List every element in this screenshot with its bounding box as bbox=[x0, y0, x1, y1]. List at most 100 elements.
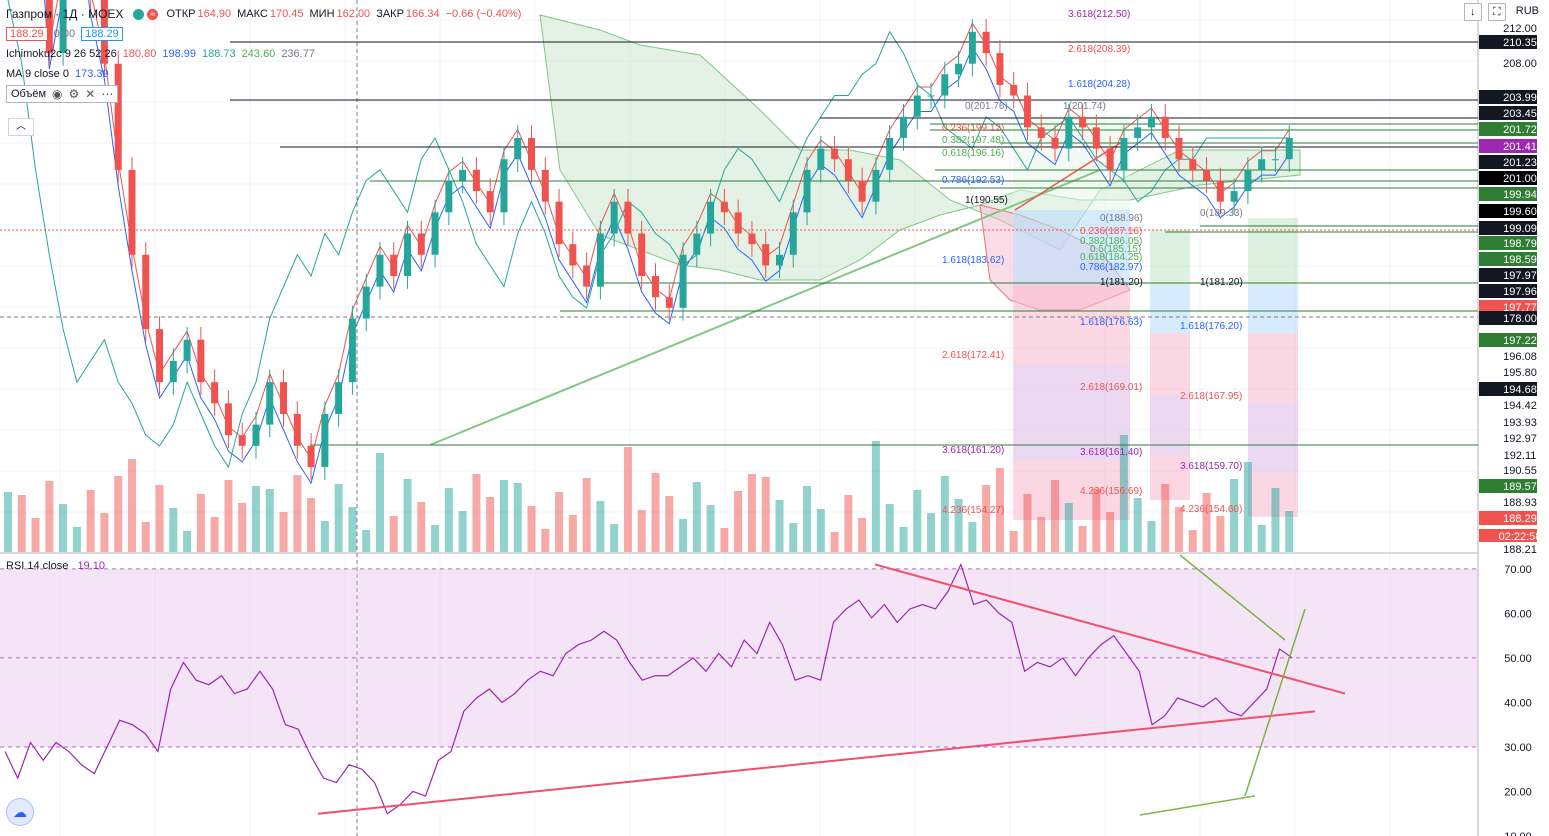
price-label-bg bbox=[1479, 311, 1537, 325]
fib-label: 2.618(167.95) bbox=[1180, 391, 1242, 402]
volume-bar bbox=[1078, 526, 1087, 552]
close-icon[interactable]: ✕ bbox=[85, 87, 96, 101]
candle-body bbox=[762, 244, 770, 266]
candle-body bbox=[1065, 116, 1073, 149]
rsi-axis[interactable]: 70.00 60.00 50.00 40.00 30.00 20.00 10.00 bbox=[1504, 564, 1532, 836]
price-label-bg bbox=[1479, 236, 1537, 250]
ask-price[interactable]: 188.29 bbox=[81, 27, 123, 41]
candle-body bbox=[376, 254, 384, 287]
fib-band bbox=[1013, 285, 1130, 365]
ma-value: 173.39 bbox=[74, 68, 109, 80]
candle-body bbox=[1023, 95, 1031, 128]
candle-body bbox=[224, 403, 232, 436]
tradingview-logo-icon[interactable]: ☁ bbox=[6, 798, 34, 826]
price-label-bg bbox=[1479, 529, 1537, 543]
price-axis[interactable]: 210.35 203.99 203.45 201.72 201.41 201.23 201.… bbox=[1479, 23, 1541, 556]
bid-price[interactable]: 188.29 bbox=[6, 27, 48, 41]
volume-bar bbox=[224, 480, 233, 552]
volume-bar bbox=[803, 486, 812, 552]
candle-body bbox=[1106, 148, 1114, 170]
price-label: 201.23 bbox=[1503, 157, 1537, 169]
volume-bar bbox=[1119, 435, 1128, 552]
candle-body bbox=[844, 159, 852, 181]
fib-label: 1(181.20) bbox=[1200, 277, 1243, 288]
volume-bar bbox=[541, 529, 550, 552]
fib-label: 0.618(196.16) bbox=[942, 148, 1004, 159]
trend-line bbox=[429, 169, 1101, 446]
ichimoku-value: 236.77 bbox=[281, 48, 315, 60]
fib-band bbox=[1248, 403, 1298, 473]
fib-label: 3.618(159.70) bbox=[1180, 461, 1242, 472]
price-label: 195.80 bbox=[1503, 367, 1537, 379]
volume-bar bbox=[1051, 480, 1060, 552]
price-label: 196.08 bbox=[1503, 351, 1537, 363]
fib-label: 0(201.76) bbox=[965, 101, 1008, 112]
volume-bar bbox=[72, 527, 81, 552]
candle-body bbox=[472, 169, 480, 192]
rsi-line bbox=[4, 562, 1293, 815]
candle-body bbox=[707, 201, 715, 234]
volume-bar bbox=[100, 513, 109, 552]
candle-body bbox=[596, 233, 604, 287]
symbol-title[interactable]: Газпром · 1Д · MOEX bbox=[6, 7, 124, 21]
fib-label: 3.618(161.20) bbox=[942, 445, 1004, 456]
ichimoku-name[interactable]: Ichimoku2c 9 26 52 26 bbox=[6, 48, 117, 60]
candle-body bbox=[1203, 169, 1211, 181]
candle-body bbox=[1120, 138, 1128, 170]
volume-bar bbox=[86, 490, 95, 552]
volume-bar bbox=[499, 480, 508, 552]
volume-bar bbox=[720, 528, 729, 552]
candle-body bbox=[734, 212, 742, 234]
more-icon[interactable]: ⋯ bbox=[101, 87, 114, 101]
eye-icon[interactable]: ◉ bbox=[52, 87, 63, 101]
collapse-legend-icon[interactable]: ︿ bbox=[8, 118, 34, 136]
candle-body bbox=[652, 276, 659, 298]
fullscreen-icon[interactable]: ⛶ bbox=[1487, 3, 1506, 21]
volume-bar bbox=[444, 488, 453, 552]
fib-label: 1.618(183.62) bbox=[942, 255, 1004, 266]
candle-body bbox=[1092, 127, 1100, 149]
candle-body bbox=[1175, 138, 1183, 160]
gear-icon[interactable]: ⚙ bbox=[68, 87, 80, 101]
candle-body bbox=[156, 329, 164, 383]
candle-body bbox=[321, 414, 329, 468]
rsi-name[interactable]: RSI 14 close bbox=[6, 560, 69, 572]
candle-body bbox=[886, 138, 894, 170]
candle-body bbox=[665, 297, 673, 308]
price-label-bg bbox=[1479, 431, 1537, 445]
status-dots: ≈ bbox=[133, 8, 159, 20]
candle-body bbox=[362, 286, 370, 319]
candle-body bbox=[404, 233, 412, 276]
volume-bar bbox=[789, 523, 798, 552]
price-label-bg bbox=[1479, 252, 1537, 266]
ichimoku-values: 180.80 198.99 188.73 243.60 236.77 bbox=[123, 48, 321, 60]
price-label: 199.60 bbox=[1503, 206, 1537, 218]
fib-band bbox=[1150, 455, 1190, 500]
market-open-icon bbox=[133, 8, 145, 20]
volume-bar bbox=[692, 482, 701, 552]
volume-bar bbox=[1106, 512, 1115, 552]
price-label-bg bbox=[1479, 106, 1537, 120]
candle-body bbox=[569, 244, 577, 266]
currency-label[interactable]: RUB bbox=[1511, 3, 1543, 19]
fib-band bbox=[1013, 365, 1130, 460]
fib-label: 0.786(192.53) bbox=[942, 175, 1004, 186]
volume-legend[interactable]: Объём ◉ ⚙ ✕ ⋯ bbox=[6, 85, 119, 103]
ichimoku-value: 243.60 bbox=[241, 48, 276, 60]
candle-body bbox=[1051, 138, 1059, 149]
candle-body bbox=[335, 382, 343, 414]
candle-body bbox=[500, 159, 508, 213]
kijun-line bbox=[44, 0, 1290, 485]
ma-name[interactable]: MA 9 close 0 bbox=[6, 68, 69, 80]
fib-label: 0.618(184.25) bbox=[1080, 252, 1142, 263]
rsi-tick: 30.00 bbox=[1504, 742, 1532, 754]
candle-body bbox=[1161, 116, 1169, 138]
volume-bar bbox=[320, 521, 329, 552]
volume-bar bbox=[775, 500, 784, 552]
rsi-tick: 40.00 bbox=[1504, 697, 1532, 709]
volume-bar bbox=[348, 507, 357, 552]
fib-label: 0.786(182.97) bbox=[1080, 262, 1142, 273]
price-label-bg bbox=[1479, 542, 1537, 556]
arrow-down-icon[interactable]: ↓ bbox=[1463, 3, 1482, 21]
